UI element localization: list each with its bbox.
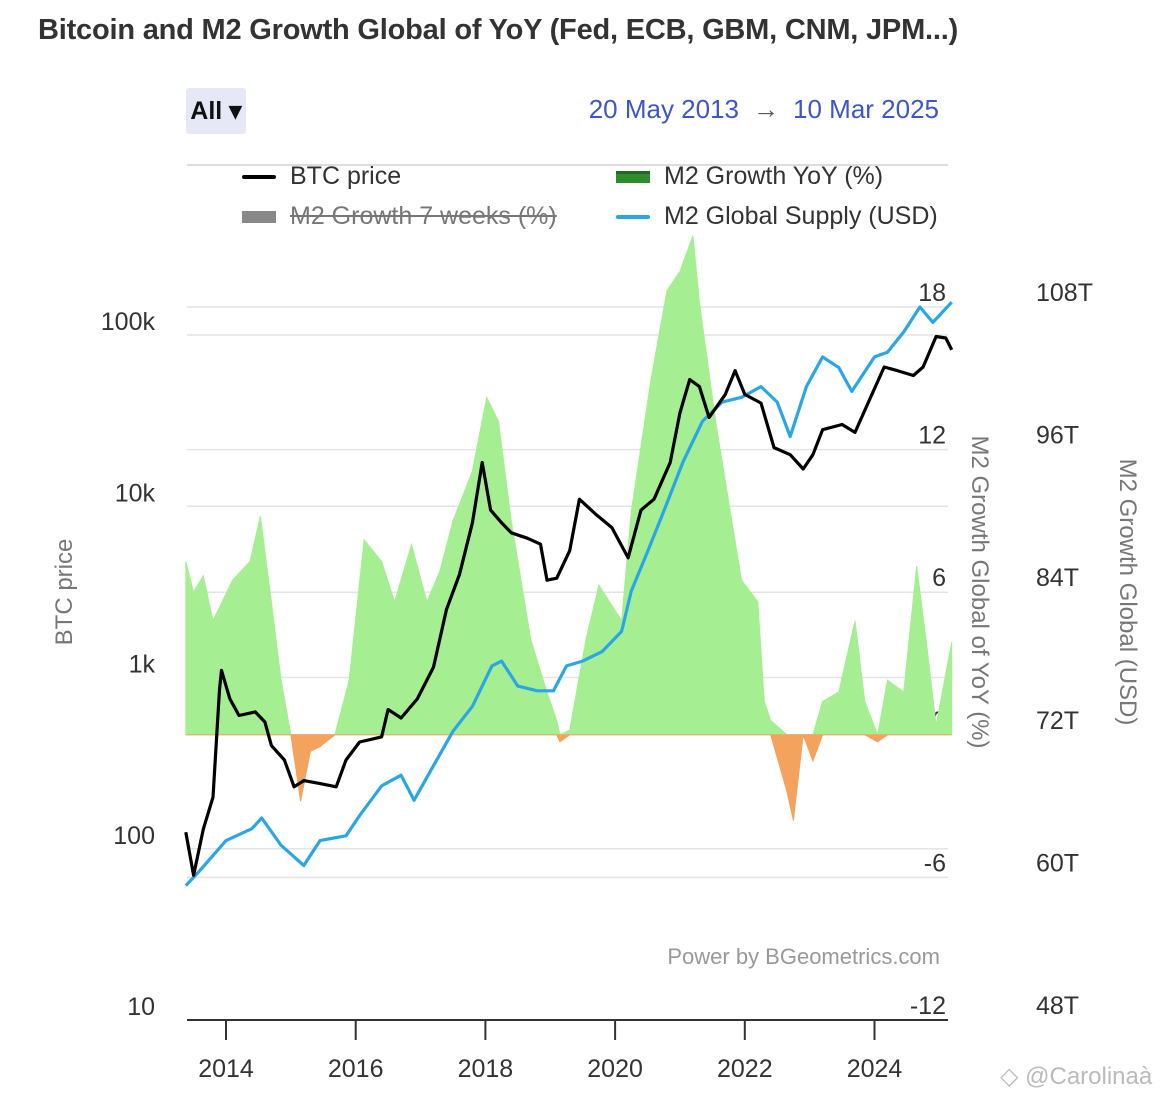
left-axis-title: BTC price (51, 539, 78, 646)
right-tick-label-supply: 108T (1036, 279, 1093, 307)
legend-swatch-m2-7w (242, 210, 276, 223)
left-tick-label: 10k (115, 479, 156, 507)
left-tick-label: 10 (127, 993, 155, 1021)
right-axis-title-yoy: M2 Growth Global of YoY (%) (966, 435, 993, 748)
right-tick-label-supply: 72T (1036, 707, 1079, 735)
credit-text[interactable]: Power by BGeometrics.com (667, 944, 940, 969)
left-tick-label: 100k (101, 308, 156, 336)
legend-label: BTC price (290, 162, 402, 190)
right-tick-label-yoy: 12 (918, 422, 946, 450)
legend-label: M2 Growth YoY (%) (664, 162, 884, 190)
legend-m2-growth-yoy[interactable]: M2 Growth YoY (%) (616, 162, 883, 191)
m2-global-supply-line (184, 301, 953, 887)
legend-swatch-m2-yoy (616, 170, 650, 183)
arrow-icon: → (753, 94, 780, 124)
legend-m2-global-supply[interactable]: M2 Global Supply (USD) (616, 202, 938, 231)
date-to[interactable]: 10 Mar 2025 (793, 94, 939, 124)
right-tick-label-yoy: -12 (910, 992, 946, 1020)
right-tick-label-yoy: 6 (932, 564, 946, 592)
x-tick-label: 2014 (198, 1055, 254, 1083)
legend-btc-price[interactable]: BTC price (242, 162, 401, 191)
range-select-button[interactable]: All ▾ (186, 88, 246, 134)
date-range[interactable]: 20 May 2013 → 10 Mar 2025 (589, 94, 939, 125)
x-tick-label: 2018 (458, 1055, 514, 1083)
x-tick-label: 2020 (587, 1055, 643, 1083)
right-tick-label-supply: 60T (1036, 849, 1079, 877)
right-axis-title-supply: M2 Growth Global (USD) (1114, 459, 1141, 726)
m2-yoy-positive-area (185, 235, 953, 737)
watermark: ◇ @Carolinaà (1000, 1063, 1153, 1090)
x-tick-label: 2016 (328, 1055, 384, 1083)
legend-label: M2 Global Supply (USD) (664, 202, 938, 230)
btc-price-line (184, 334, 954, 877)
m2-yoy-negative-area (185, 734, 952, 821)
right-tick-label-yoy: 18 (918, 279, 946, 307)
right-tick-label-supply: 48T (1036, 992, 1079, 1020)
right-tick-label-supply: 84T (1036, 564, 1079, 592)
right-tick-label-supply: 96T (1036, 422, 1079, 450)
left-tick-label: 1k (129, 651, 156, 679)
legend-swatch-btc (242, 174, 276, 179)
x-tick-label: 2024 (847, 1055, 903, 1083)
chart-title: Bitcoin and M2 Growth Global of YoY (Fed… (38, 14, 959, 46)
x-tick-label: 2022 (717, 1055, 773, 1083)
legend-swatch-m2-supply (616, 214, 650, 219)
date-from[interactable]: 20 May 2013 (588, 94, 740, 124)
left-tick-label: 100 (113, 822, 155, 850)
legend-m2-growth-7-weeks[interactable]: M2 Growth 7 weeks (%) (242, 202, 557, 231)
legend-label: M2 Growth 7 weeks (%) (290, 202, 557, 230)
right-tick-label-yoy: -6 (924, 849, 946, 877)
